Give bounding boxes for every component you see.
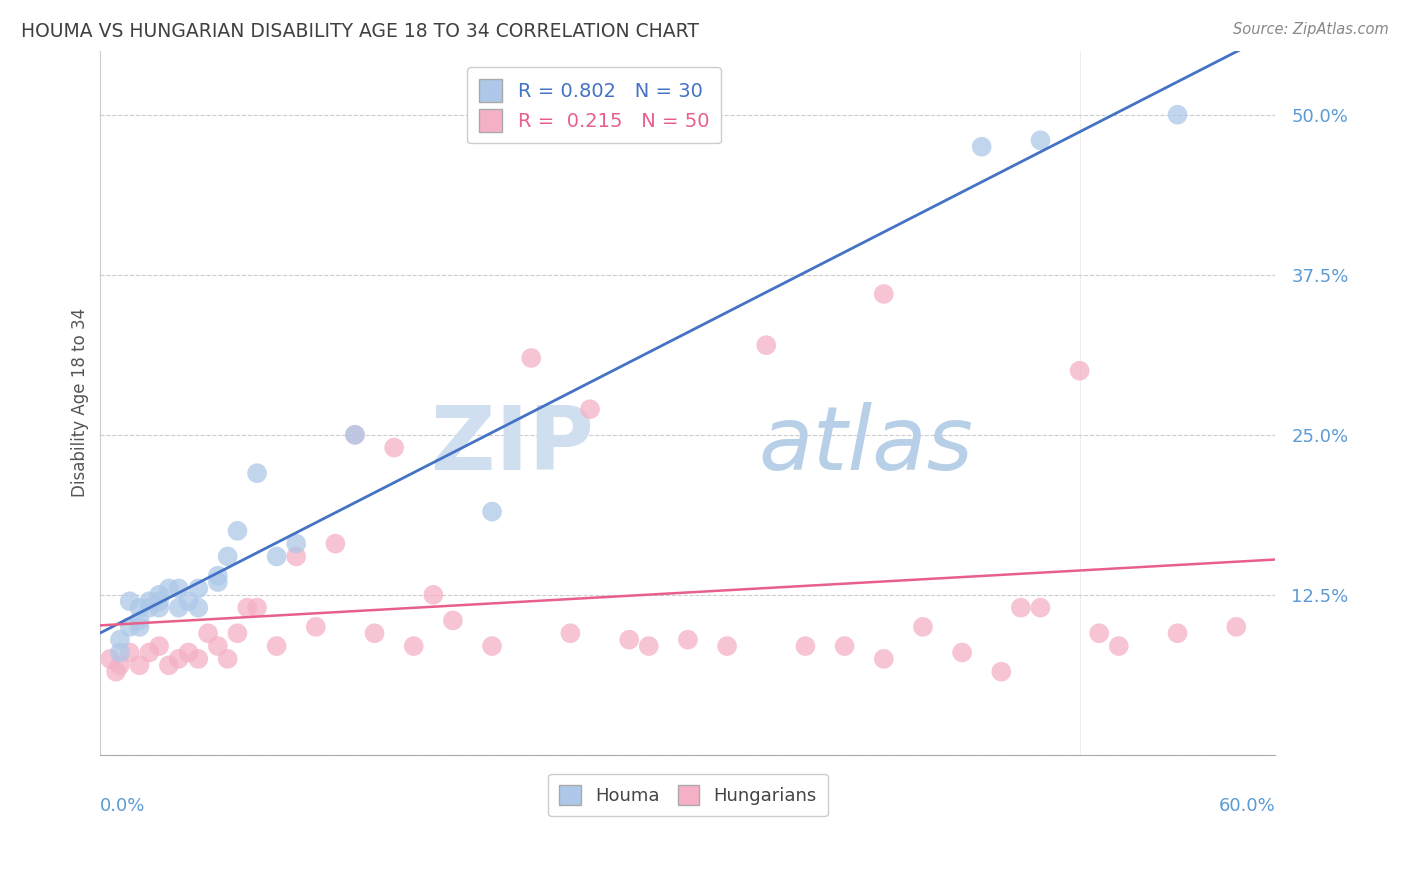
Point — [1069, 364, 1091, 378]
Point — [148, 588, 170, 602]
Point — [617, 632, 640, 647]
Point — [325, 536, 347, 550]
Point — [157, 658, 180, 673]
Point — [138, 594, 160, 608]
Point — [118, 620, 141, 634]
Point — [716, 639, 738, 653]
Point — [266, 549, 288, 564]
Point — [990, 665, 1012, 679]
Text: 0.0%: 0.0% — [100, 797, 146, 815]
Point — [128, 620, 150, 634]
Point — [177, 645, 200, 659]
Point — [177, 594, 200, 608]
Point — [207, 568, 229, 582]
Point — [873, 652, 896, 666]
Point — [118, 645, 141, 659]
Point — [167, 582, 190, 596]
Point — [167, 600, 190, 615]
Y-axis label: Disability Age 18 to 34: Disability Age 18 to 34 — [72, 309, 89, 498]
Point — [187, 652, 209, 666]
Point — [108, 645, 131, 659]
Point — [118, 594, 141, 608]
Point — [98, 652, 121, 666]
Point — [197, 626, 219, 640]
Point — [676, 632, 699, 647]
Point — [834, 639, 856, 653]
Point — [1167, 626, 1189, 640]
Text: 60.0%: 60.0% — [1219, 797, 1275, 815]
Point — [402, 639, 425, 653]
Point — [560, 626, 582, 640]
Legend: Houma, Hungarians: Houma, Hungarians — [548, 773, 828, 816]
Point — [422, 588, 444, 602]
Point — [794, 639, 817, 653]
Point — [108, 658, 131, 673]
Point — [266, 639, 288, 653]
Point — [441, 614, 464, 628]
Point — [138, 600, 160, 615]
Point — [148, 594, 170, 608]
Point — [755, 338, 778, 352]
Point — [236, 600, 259, 615]
Point — [343, 427, 366, 442]
Point — [226, 524, 249, 538]
Point — [128, 614, 150, 628]
Point — [579, 402, 602, 417]
Point — [108, 632, 131, 647]
Point — [187, 600, 209, 615]
Text: ZIP: ZIP — [432, 401, 593, 489]
Point — [481, 505, 503, 519]
Point — [187, 582, 209, 596]
Point — [128, 658, 150, 673]
Point — [167, 652, 190, 666]
Point — [217, 549, 239, 564]
Point — [138, 645, 160, 659]
Point — [481, 639, 503, 653]
Point — [363, 626, 385, 640]
Point — [343, 427, 366, 442]
Point — [246, 467, 269, 481]
Text: HOUMA VS HUNGARIAN DISABILITY AGE 18 TO 34 CORRELATION CHART: HOUMA VS HUNGARIAN DISABILITY AGE 18 TO … — [21, 22, 699, 41]
Point — [157, 582, 180, 596]
Point — [1167, 108, 1189, 122]
Point — [105, 665, 128, 679]
Point — [305, 620, 328, 634]
Point — [1225, 620, 1247, 634]
Text: atlas: atlas — [758, 402, 973, 488]
Point — [128, 600, 150, 615]
Point — [873, 287, 896, 301]
Point — [520, 351, 543, 365]
Point — [1029, 600, 1052, 615]
Point — [285, 536, 308, 550]
Point — [1010, 600, 1032, 615]
Point — [382, 441, 405, 455]
Point — [148, 639, 170, 653]
Point — [637, 639, 659, 653]
Point — [207, 639, 229, 653]
Text: Source: ZipAtlas.com: Source: ZipAtlas.com — [1233, 22, 1389, 37]
Point — [1029, 133, 1052, 147]
Point — [911, 620, 934, 634]
Point — [1088, 626, 1111, 640]
Point — [970, 139, 993, 153]
Point — [246, 600, 269, 615]
Point — [217, 652, 239, 666]
Point — [1108, 639, 1130, 653]
Point — [226, 626, 249, 640]
Point — [148, 600, 170, 615]
Point — [285, 549, 308, 564]
Point — [207, 575, 229, 590]
Point — [950, 645, 973, 659]
